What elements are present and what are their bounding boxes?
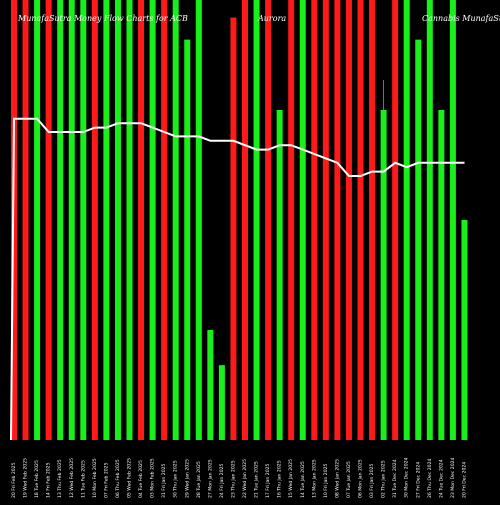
date-tick-label: 12 Wed Feb 2025 (69, 458, 75, 498)
date-tick-label: 27 Fri Dec 2024 (415, 462, 421, 498)
date-tick-label: 06 Thu Feb 2025 (115, 459, 121, 498)
date-tick-label: 23 Mon Dec 2024 (450, 457, 456, 498)
date-tick-label: 10 Mon Feb 2025 (92, 458, 98, 498)
date-tick-label: 26 Thu Dec 2024 (427, 458, 433, 498)
money-flow-line (10, 117, 465, 441)
date-tick-label: 07 Tue Jan 2025 (346, 461, 352, 498)
date-tick-label: 15 Wed Jan 2025 (288, 459, 294, 498)
bar-green (461, 220, 468, 440)
bar-red (369, 0, 376, 440)
date-tick-label: 03 Mon Feb 2025 (150, 458, 156, 498)
date-tick-label: 18 Tue Feb 2025 (34, 460, 40, 498)
bar-green (184, 39, 191, 440)
bar-green (68, 0, 75, 440)
bar-green (426, 0, 433, 440)
date-tick-label: 07 Fri Feb 2025 (103, 462, 109, 498)
bar-green (80, 0, 87, 440)
date-tick-label: 31 Tue Dec 2024 (392, 459, 398, 498)
bar-green (103, 0, 110, 440)
bar-green (415, 39, 422, 440)
bar-red (22, 0, 29, 440)
date-tick-label: 24 Tue Dec 2024 (438, 459, 444, 498)
chart-title-left: MunafaSutra Money Flow Charts for ACB (18, 14, 188, 23)
date-tick-label: 17 Fri Jan 2025 (265, 463, 271, 498)
bar-red (322, 0, 329, 440)
bar-green (438, 110, 445, 440)
bar-red (334, 0, 341, 440)
bar-red (242, 0, 248, 440)
date-tick-label: 29 Wed Jan 2025 (184, 459, 190, 498)
date-tick-label: 08 Wed Jan 2025 (334, 459, 340, 498)
bar-red (311, 0, 318, 440)
date-tick-label: 13 Thu Feb 2025 (57, 459, 63, 498)
date-tick-label: 31 Fri Jan 2025 (161, 463, 167, 498)
bar-green (253, 0, 260, 440)
bar-red (138, 0, 145, 440)
bar-green (149, 0, 156, 440)
date-tick-label: 19 Wed Feb 2025 (23, 458, 29, 498)
date-tick-label: 23 Thu Jan 2025 (230, 460, 236, 498)
bar-green (218, 365, 225, 440)
bar-green (403, 0, 410, 440)
bar-red (230, 17, 237, 440)
date-tick-label: 14 Tue Jan 2025 (300, 461, 306, 498)
bar-green (449, 0, 456, 440)
date-tick-label: 16 Thu Jan 2025 (277, 460, 283, 498)
bar-green (276, 110, 283, 440)
bar-red (45, 0, 52, 440)
bar-red (357, 0, 364, 440)
bar-green (114, 0, 121, 440)
date-tick-label: 22 Wed Jan 2025 (242, 459, 248, 498)
date-tick-label: 14 Fri Feb 2025 (46, 462, 52, 498)
date-tick-label: 27 Mon Jan 2025 (207, 459, 213, 498)
bar-red (392, 0, 399, 440)
date-tick-label: 20 Fri Feb 2025 (11, 462, 17, 498)
date-tick-label: 04 Tue Feb 2025 (138, 460, 144, 498)
date-tick-label: 10 Fri Jan 2025 (323, 463, 329, 498)
date-tick-label: 06 Mon Jan 2025 (358, 459, 364, 498)
date-tick-label: 02 Thu Jan 2025 (381, 460, 387, 498)
date-tick-label: 24 Fri Jan 2025 (219, 463, 225, 498)
bar-green (380, 110, 387, 440)
bar-green (57, 0, 64, 440)
bar-red (91, 0, 98, 440)
bar-green (126, 0, 133, 440)
chart-title-middle: Aurora (258, 14, 287, 23)
date-tick-label: 21 Tue Jan 2025 (254, 461, 260, 498)
bar-green (299, 0, 306, 440)
date-tick-label: 30 Mon Dec 2024 (404, 457, 410, 498)
bar-green (34, 0, 41, 440)
bar-red (161, 0, 168, 440)
date-tick-label: 28 Tue Jan 2025 (196, 461, 202, 498)
date-tick-label: 05 Wed Feb 2025 (127, 458, 133, 498)
bar-green (195, 0, 202, 440)
date-tick-label: 03 Fri Jan 2025 (369, 463, 375, 498)
bar-green (207, 330, 214, 440)
date-tick-label: 13 Mon Jan 2025 (311, 459, 317, 498)
date-tick-label: 30 Thu Jan 2025 (173, 460, 179, 498)
date-tick-label: 20 Fri Dec 2024 (461, 462, 467, 498)
bar-green (172, 0, 179, 440)
bar-red (345, 0, 352, 440)
date-tick-label: 11 Tue Feb 2025 (80, 460, 86, 498)
chart-title-right: Cannabis MunafaSutra (422, 14, 500, 23)
bar-red (288, 0, 295, 440)
bar-red (265, 0, 272, 440)
